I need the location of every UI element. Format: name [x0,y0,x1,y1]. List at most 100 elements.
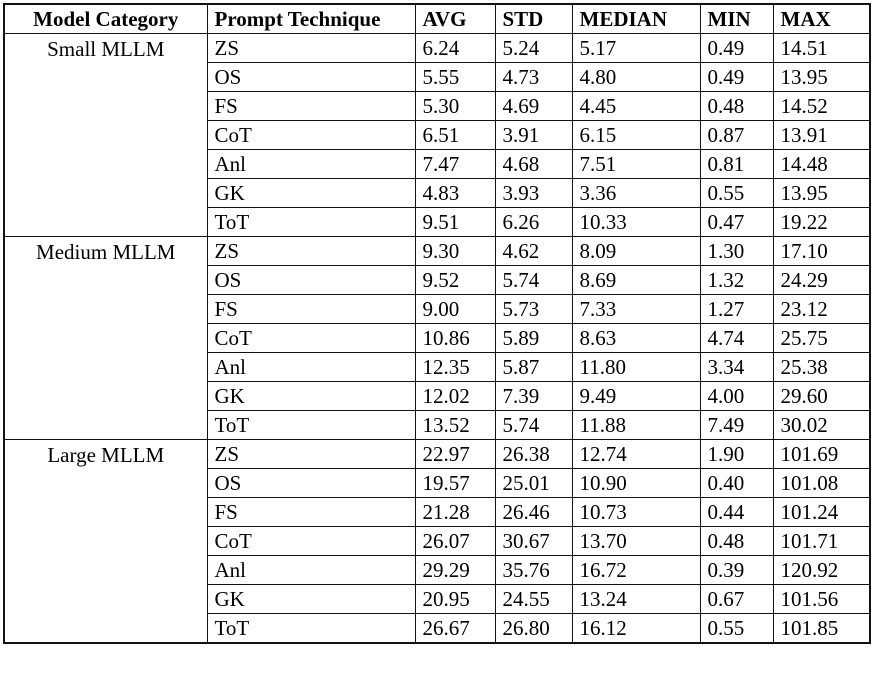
technique-cell: OS [206,265,416,295]
min-cell: 0.39 [699,555,774,585]
std-cell: 5.24 [494,33,573,63]
max-cell: 101.69 [772,439,871,469]
median-cell: 6.15 [571,120,701,150]
min-cell: 0.40 [699,468,774,498]
min-cell: 0.48 [699,91,774,121]
min-cell: 0.81 [699,149,774,179]
technique-cell: GK [206,178,416,208]
table-row: OS 9.52 5.74 8.69 1.32 24.29 [4,265,871,295]
avg-cell: 4.83 [414,178,496,208]
min-cell: 0.47 [699,207,774,237]
min-cell: 4.74 [699,323,774,353]
technique-cell: FS [206,91,416,121]
technique-cell: ToT [206,207,416,237]
max-cell: 23.12 [772,294,871,324]
table-row: ToT 9.51 6.26 10.33 0.47 19.22 [4,207,871,237]
min-cell: 0.49 [699,62,774,92]
category-cell-medium-mllm: Medium MLLM [3,236,208,440]
std-cell: 26.38 [494,439,573,469]
max-cell: 14.48 [772,149,871,179]
min-cell: 0.55 [699,613,774,644]
category-cell-large-mllm: Large MLLM [3,439,208,644]
median-cell: 12.74 [571,439,701,469]
median-cell: 16.72 [571,555,701,585]
median-cell: 7.51 [571,149,701,179]
min-cell: 0.87 [699,120,774,150]
median-cell: 8.63 [571,323,701,353]
col-header-std: STD [494,3,573,34]
std-cell: 30.67 [494,526,573,556]
col-header-avg: AVG [414,3,496,34]
avg-cell: 19.57 [414,468,496,498]
technique-cell: Anl [206,555,416,585]
avg-cell: 26.67 [414,613,496,644]
table-row: CoT 26.07 30.67 13.70 0.48 101.71 [4,526,871,556]
table-row: OS 19.57 25.01 10.90 0.40 101.08 [4,468,871,498]
header-row: Model Category Prompt Technique AVG STD … [3,3,871,34]
max-cell: 29.60 [772,381,871,411]
min-cell: 0.67 [699,584,774,614]
avg-cell: 22.97 [414,439,496,469]
col-header-max: MAX [772,3,871,34]
std-cell: 26.46 [494,497,573,527]
avg-cell: 10.86 [414,323,496,353]
technique-cell: FS [206,294,416,324]
max-cell: 17.10 [772,236,871,266]
min-cell: 7.49 [699,410,774,440]
min-cell: 1.32 [699,265,774,295]
col-header-median: MEDIAN [571,3,701,34]
min-cell: 0.48 [699,526,774,556]
max-cell: 101.85 [772,613,871,644]
median-cell: 5.17 [571,33,701,63]
table-row: GK 12.02 7.39 9.49 4.00 29.60 [4,381,871,411]
table-row: Small MLLM ZS 6.24 5.24 5.17 0.49 14.51 [3,33,871,237]
table-row: FS 21.28 26.46 10.73 0.44 101.24 [4,497,871,527]
median-cell: 9.49 [571,381,701,411]
min-cell: 4.00 [699,381,774,411]
min-cell: 0.49 [699,33,774,63]
technique-cell: OS [206,62,416,92]
std-cell: 6.26 [494,207,573,237]
avg-cell: 21.28 [414,497,496,527]
std-cell: 26.80 [494,613,573,644]
max-cell: 13.95 [772,62,871,92]
table-row: ToT 26.67 26.80 16.12 0.55 101.85 [4,613,871,644]
std-cell: 5.74 [494,410,573,440]
median-cell: 3.36 [571,178,701,208]
std-cell: 4.62 [494,236,573,266]
category-cell-small-mllm: Small MLLM [3,33,208,237]
min-cell: 0.55 [699,178,774,208]
avg-cell: 12.35 [414,352,496,382]
avg-cell: 29.29 [414,555,496,585]
avg-cell: 9.51 [414,207,496,237]
avg-cell: 6.51 [414,120,496,150]
median-cell: 10.73 [571,497,701,527]
median-cell: 7.33 [571,294,701,324]
avg-cell: 12.02 [414,381,496,411]
max-cell: 101.24 [772,497,871,527]
technique-cell: Anl [206,352,416,382]
avg-cell: 9.30 [414,236,496,266]
results-table: Model Category Prompt Technique AVG STD … [3,3,871,644]
technique-cell: GK [206,584,416,614]
col-header-min: MIN [699,3,774,34]
max-cell: 14.51 [772,33,871,63]
std-cell: 4.73 [494,62,573,92]
std-cell: 35.76 [494,555,573,585]
min-cell: 0.44 [699,497,774,527]
std-cell: 5.73 [494,294,573,324]
avg-cell: 6.24 [414,33,496,63]
table-row: ToT 13.52 5.74 11.88 7.49 30.02 [4,410,871,440]
avg-cell: 7.47 [414,149,496,179]
technique-cell: Anl [206,149,416,179]
max-cell: 25.38 [772,352,871,382]
median-cell: 10.33 [571,207,701,237]
std-cell: 5.87 [494,352,573,382]
min-cell: 3.34 [699,352,774,382]
max-cell: 101.08 [772,468,871,498]
max-cell: 25.75 [772,323,871,353]
avg-cell: 13.52 [414,410,496,440]
min-cell: 1.27 [699,294,774,324]
avg-cell: 9.00 [414,294,496,324]
avg-cell: 5.30 [414,91,496,121]
